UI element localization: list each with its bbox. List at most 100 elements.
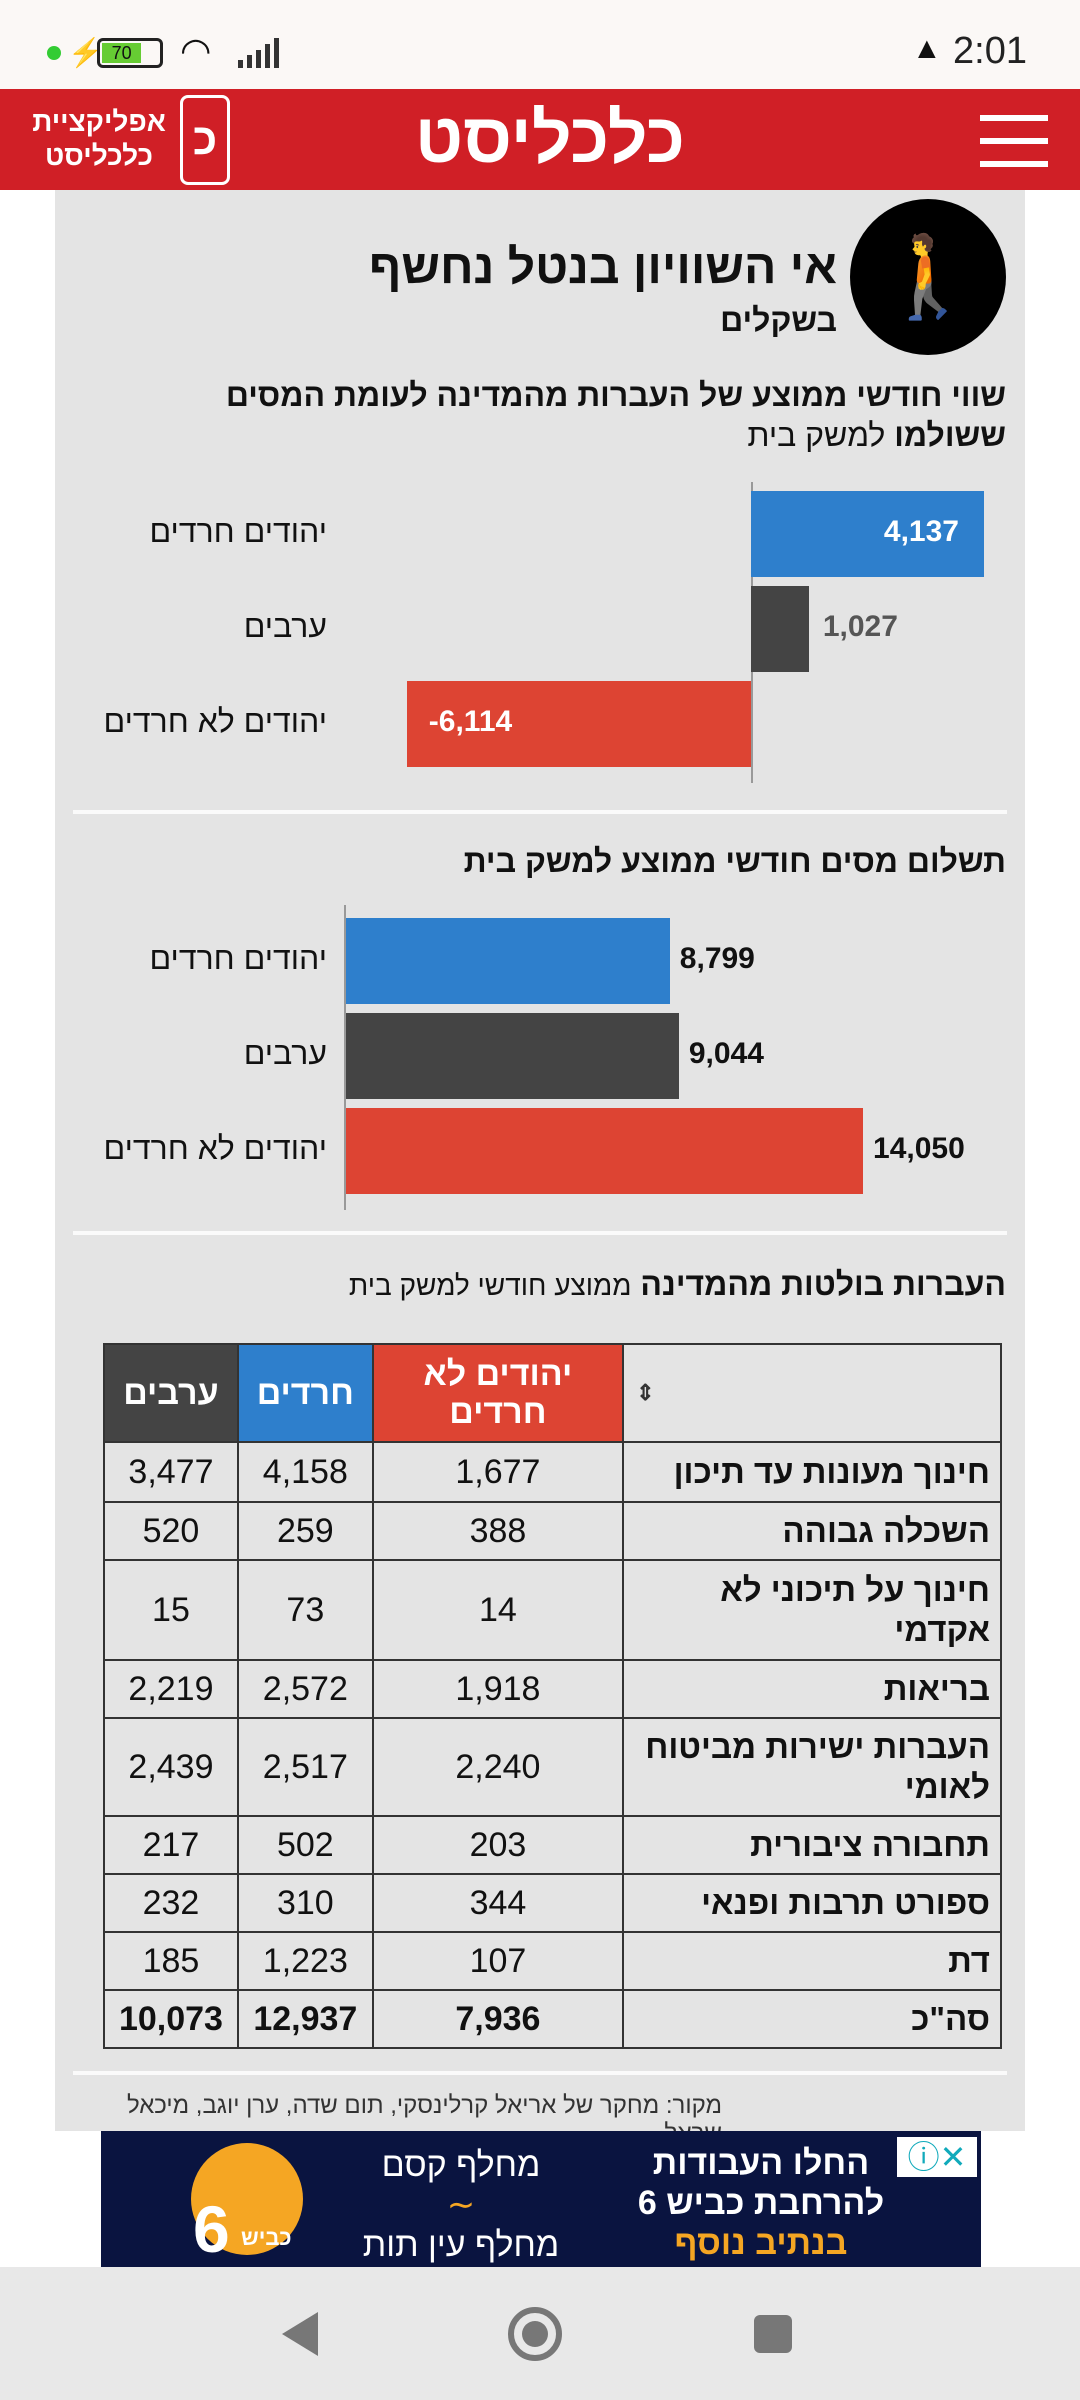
table-row: בריאות 1,918 2,572 2,219 bbox=[103, 1659, 1002, 1719]
table-header-row: ⇕ יהודים לא חרדים חרדים ערבים bbox=[103, 1343, 1002, 1443]
table-cell: 1,677 bbox=[371, 1441, 625, 1503]
status-bar: ⚡ 70 ◠ ▲ 2:01 bbox=[0, 0, 1080, 89]
chart2-bar bbox=[346, 918, 670, 1004]
table-cell: 107 bbox=[371, 1931, 625, 1991]
column-header-arabs[interactable]: ערבים bbox=[103, 1343, 239, 1443]
chart2-axis bbox=[344, 905, 346, 1210]
table-cell: 12,937 bbox=[236, 1989, 374, 2049]
table-cell: 2,219 bbox=[103, 1659, 239, 1719]
table-row: ספורט תרבות ופנאי 344 310 232 bbox=[103, 1873, 1002, 1933]
table-cell: 4,158 bbox=[236, 1441, 374, 1503]
table-cell: 73 bbox=[236, 1559, 374, 1661]
table-cell: 203 bbox=[371, 1815, 625, 1875]
chart2-category-label: יהודים לא חרדים bbox=[103, 1130, 327, 1166]
infographic-subtitle: בשקלים bbox=[720, 302, 837, 338]
table-cell: 259 bbox=[236, 1501, 374, 1561]
chart2-value-label: 14,050 bbox=[873, 1132, 965, 1165]
site-header: אפליקציית כלכליסט כ כלכליסט bbox=[0, 89, 1080, 190]
ad-close-info-icon[interactable]: ⓘ✕ bbox=[897, 2137, 977, 2177]
table-cell: 1,918 bbox=[371, 1659, 625, 1719]
row-label: סה"כ bbox=[622, 1989, 1002, 2049]
chart1-bar bbox=[751, 491, 984, 577]
chart1-value-label: 4,137 bbox=[883, 515, 959, 548]
table-cell: 217 bbox=[103, 1815, 239, 1875]
chart1-category-label: יהודים חרדים bbox=[149, 513, 327, 549]
ad-banner[interactable]: החלו העבודות להרחבת כביש 6 בנתיב נוסף מח… bbox=[101, 2131, 981, 2267]
chart2-bar bbox=[346, 1013, 679, 1099]
app-phone-icon[interactable]: כ bbox=[180, 95, 230, 185]
table-row: העברות ישירות מביטוח לאומי 2,240 2,517 2,43… bbox=[103, 1717, 1002, 1817]
table-row: חינוך מעונות עד תיכון 1,677 4,158 3,477 bbox=[103, 1441, 1002, 1503]
app-promo-line1: אפליקציית bbox=[32, 106, 166, 137]
chart2-category-label: יהודים חרדים bbox=[149, 940, 327, 976]
column-header-haredi[interactable]: חרדים bbox=[236, 1343, 374, 1443]
column-header-non-haredi[interactable]: יהודים לא חרדים bbox=[371, 1343, 625, 1443]
battery-level: 70 bbox=[102, 43, 142, 63]
table-title-regular: ממוצע חודשי למשק בית bbox=[348, 1270, 632, 1301]
chart1-category-label: יהודים לא חרדים bbox=[103, 703, 327, 739]
table-cell: 15 bbox=[103, 1559, 239, 1661]
wifi-icon: ◠ bbox=[180, 30, 212, 71]
site-logo[interactable]: כלכליסט bbox=[414, 99, 686, 177]
table-row: השכלה גבוהה 388 259 520 bbox=[103, 1501, 1002, 1561]
table-cell: 2,439 bbox=[103, 1717, 239, 1817]
do-not-disturb-icon: ▲ bbox=[912, 32, 942, 65]
table-cell: 520 bbox=[103, 1501, 239, 1561]
table-cell: 185 bbox=[103, 1931, 239, 1991]
table-cell: 7,936 bbox=[371, 1989, 625, 2049]
ad-interchange2: מחלף עין תות bbox=[362, 2226, 560, 2264]
chart1-bar bbox=[751, 586, 809, 672]
table-cell: 10,073 bbox=[103, 1989, 239, 2049]
ad-headline2: להרחבת כביש 6 bbox=[637, 2184, 885, 2222]
chart2-category-label: ערבים bbox=[243, 1035, 327, 1071]
ad-road-icon: ∽ bbox=[446, 2186, 476, 2224]
chart2-title: תשלום מסים חודשי ממוצע למשק בית bbox=[463, 843, 1006, 879]
table-cell: 232 bbox=[103, 1873, 239, 1933]
hamburger-menu-icon[interactable] bbox=[980, 115, 1048, 167]
table-cell: 14 bbox=[371, 1559, 625, 1661]
chart1-value-label: -6,114 bbox=[428, 705, 513, 738]
chart1-category-label: ערבים bbox=[243, 608, 327, 644]
navigation-bar bbox=[0, 2267, 1080, 2400]
table-row: תחבורה ציבורית 203 502 217 bbox=[103, 1815, 1002, 1875]
table-row: סה"כ 7,936 12,937 10,073 bbox=[103, 1989, 1002, 2049]
table-cell: 2,240 bbox=[371, 1717, 625, 1817]
row-label: בריאות bbox=[622, 1659, 1002, 1719]
chart1-value-label: 1,027 bbox=[822, 610, 898, 643]
divider bbox=[73, 2071, 1007, 2075]
back-icon[interactable] bbox=[282, 2312, 318, 2356]
row-label: ספורט תרבות ופנאי bbox=[622, 1873, 1002, 1933]
ad-brand: כביש bbox=[241, 2225, 292, 2250]
table-cell: 2,572 bbox=[236, 1659, 374, 1719]
table-cell: 3,477 bbox=[103, 1441, 239, 1503]
chart1-bar bbox=[406, 681, 751, 767]
home-icon[interactable] bbox=[508, 2307, 562, 2361]
sort-icon[interactable]: ⇕ bbox=[622, 1343, 1002, 1443]
chart1-title-bold: שווי חודשי ממוצע של העברות מהמדינה לעומת… bbox=[225, 377, 1006, 453]
divider bbox=[73, 1231, 1007, 1235]
infographic-title: אי השוויון בנטל נחשף bbox=[369, 241, 837, 294]
row-label: חינוך על תיכוני לא אקדמי bbox=[622, 1559, 1002, 1661]
notification-dot-icon bbox=[47, 46, 61, 60]
ad-headline3: בנתיב נוסף bbox=[674, 2224, 848, 2262]
row-label: השכלה גבוהה bbox=[622, 1501, 1002, 1561]
table-row: דת 107 1,223 185 bbox=[103, 1931, 1002, 1991]
people-icon: 🚶 bbox=[850, 199, 1006, 355]
ad-headline1: החלו העבודות bbox=[652, 2144, 870, 2182]
chart1-title: שווי חודשי ממוצע של העברות מהמדינה לעומת… bbox=[140, 375, 1006, 455]
ad-brand-number: 6 bbox=[193, 2192, 230, 2266]
clock: 2:01 bbox=[953, 30, 1027, 72]
app-promo-link[interactable]: אפליקציית כלכליסט bbox=[28, 105, 170, 173]
chart2-bar bbox=[346, 1108, 864, 1194]
battery-icon: 70 bbox=[97, 38, 163, 68]
transfers-table: ⇕ יהודים לא חרדים חרדים ערבים חינוך מעונ… bbox=[103, 1343, 1002, 2049]
table-title: העברות בולטות מהמדינה ממוצע חודשי למשק ב… bbox=[140, 1266, 1006, 1303]
recents-icon[interactable] bbox=[754, 2315, 792, 2353]
table-cell: 310 bbox=[236, 1873, 374, 1933]
table-cell: 502 bbox=[236, 1815, 374, 1875]
table-cell: 2,517 bbox=[236, 1717, 374, 1817]
row-label: תחבורה ציבורית bbox=[622, 1815, 1002, 1875]
row-label: חינוך מעונות עד תיכון bbox=[622, 1441, 1002, 1503]
table-title-bold: העברות בולטות מהמדינה bbox=[640, 1266, 1006, 1302]
ad-road6-logo bbox=[191, 2143, 303, 2255]
